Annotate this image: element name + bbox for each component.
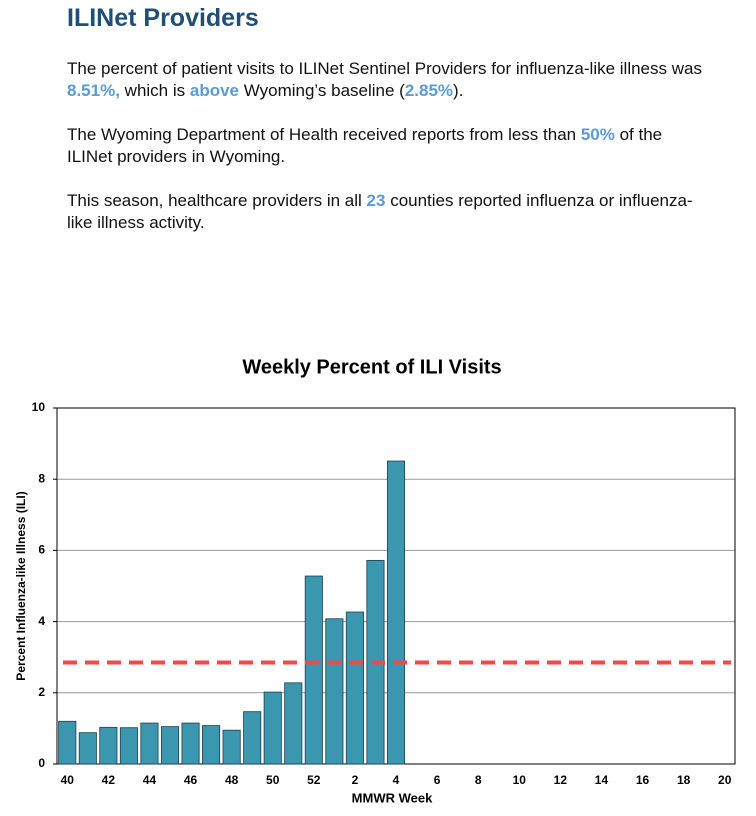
x-tick-label: 42 xyxy=(102,773,116,787)
x-tick-label: 44 xyxy=(143,773,157,787)
y-tick-label: 0 xyxy=(38,756,45,770)
y-tick-label: 10 xyxy=(32,400,46,414)
x-tick-label: 4 xyxy=(393,773,400,787)
bar xyxy=(304,575,323,765)
chart: Weekly Percent of ILI Visits MMWR Week P… xyxy=(14,356,736,805)
bar xyxy=(202,725,221,765)
y-tick-label: 2 xyxy=(38,685,45,699)
bar xyxy=(345,611,364,765)
paragraph: The Wyoming Department of Health receive… xyxy=(67,124,707,168)
bar xyxy=(263,691,282,765)
text: Wyoming’s baseline ( xyxy=(239,81,405,100)
highlight: 2.85% xyxy=(404,81,454,100)
bar xyxy=(284,682,303,765)
y-tick-label: 8 xyxy=(38,471,45,485)
x-axis-label: MMWR Week xyxy=(352,790,433,805)
bar xyxy=(160,726,180,765)
page-title: ILINet Providers xyxy=(67,4,259,32)
bar xyxy=(58,720,77,765)
text: counties reported influenza or influenza… xyxy=(67,191,693,232)
highlight: 23 xyxy=(366,191,386,210)
highlight: above xyxy=(189,81,239,100)
x-tick-label: 48 xyxy=(225,773,239,787)
bar xyxy=(78,732,97,765)
bar xyxy=(243,711,262,765)
highlight: 8.51%, xyxy=(67,81,120,100)
y-tick-label: 6 xyxy=(38,543,45,557)
text: of the ILINet providers in Wyoming. xyxy=(67,125,667,166)
y-tick-label: 4 xyxy=(38,614,45,628)
text: ). xyxy=(453,81,464,100)
text: The percent of patient visits to ILINet … xyxy=(67,59,707,78)
x-tick-label: 12 xyxy=(554,773,568,787)
paragraph: This season, healthcare providers in all… xyxy=(67,190,707,234)
x-tick-label: 16 xyxy=(636,773,650,787)
x-tick-label: 2 xyxy=(352,773,359,787)
bar xyxy=(140,722,159,765)
bar xyxy=(99,726,118,765)
y-axis-label: Percent Influenza-like Illness (ILI) xyxy=(14,491,28,680)
x-tick-label: 14 xyxy=(595,773,609,787)
x-tick-label: 6 xyxy=(434,773,441,787)
x-tick-label: 8 xyxy=(475,773,482,787)
text-block: The percent of patient visits to ILINet … xyxy=(67,58,707,256)
x-tick-label: 10 xyxy=(513,773,527,787)
text: The Wyoming Department of Health receive… xyxy=(67,125,581,144)
x-tick-label: 50 xyxy=(266,773,280,787)
chart-title: Weekly Percent of ILI Visits xyxy=(242,356,501,378)
x-tick-label: 52 xyxy=(307,773,321,787)
text: This season, healthcare providers in all xyxy=(67,191,367,210)
paragraph: The percent of patient visits to ILINet … xyxy=(67,58,707,102)
bar xyxy=(119,727,138,765)
bar xyxy=(222,729,241,765)
x-tick-label: 46 xyxy=(184,773,198,787)
x-tick-label: 20 xyxy=(718,773,732,787)
x-tick-label: 40 xyxy=(61,773,75,787)
bar xyxy=(386,460,406,765)
x-tick-label: 18 xyxy=(677,773,691,787)
text: which is xyxy=(119,81,190,100)
bar xyxy=(325,618,344,765)
bar xyxy=(181,722,200,765)
highlight: 50% xyxy=(580,125,615,144)
